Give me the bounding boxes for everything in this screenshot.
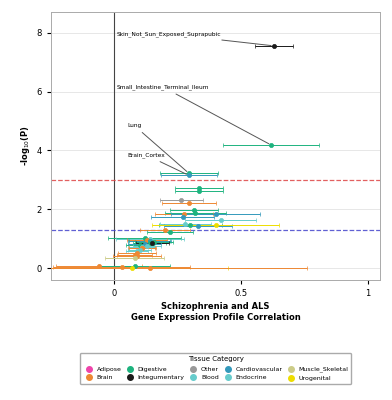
X-axis label: Schizophrenia and ALS
Gene Expression Profile Correlation: Schizophrenia and ALS Gene Expression Pr…: [131, 302, 301, 322]
Text: Skin_Not_Sun_Exposed_Suprapubic: Skin_Not_Sun_Exposed_Suprapubic: [117, 31, 271, 46]
Text: Brain_Cortex: Brain_Cortex: [127, 152, 187, 174]
Y-axis label: -log$_{10}$(P): -log$_{10}$(P): [19, 126, 33, 166]
Legend: Adipose, Brain, Digestive, Integumentary, Other, Blood, Cardiovascular, Endocrin: Adipose, Brain, Digestive, Integumentary…: [80, 353, 352, 384]
Text: Lung: Lung: [127, 123, 187, 172]
Text: Small_Intestine_Terminal_Ileum: Small_Intestine_Terminal_Ileum: [117, 84, 269, 144]
